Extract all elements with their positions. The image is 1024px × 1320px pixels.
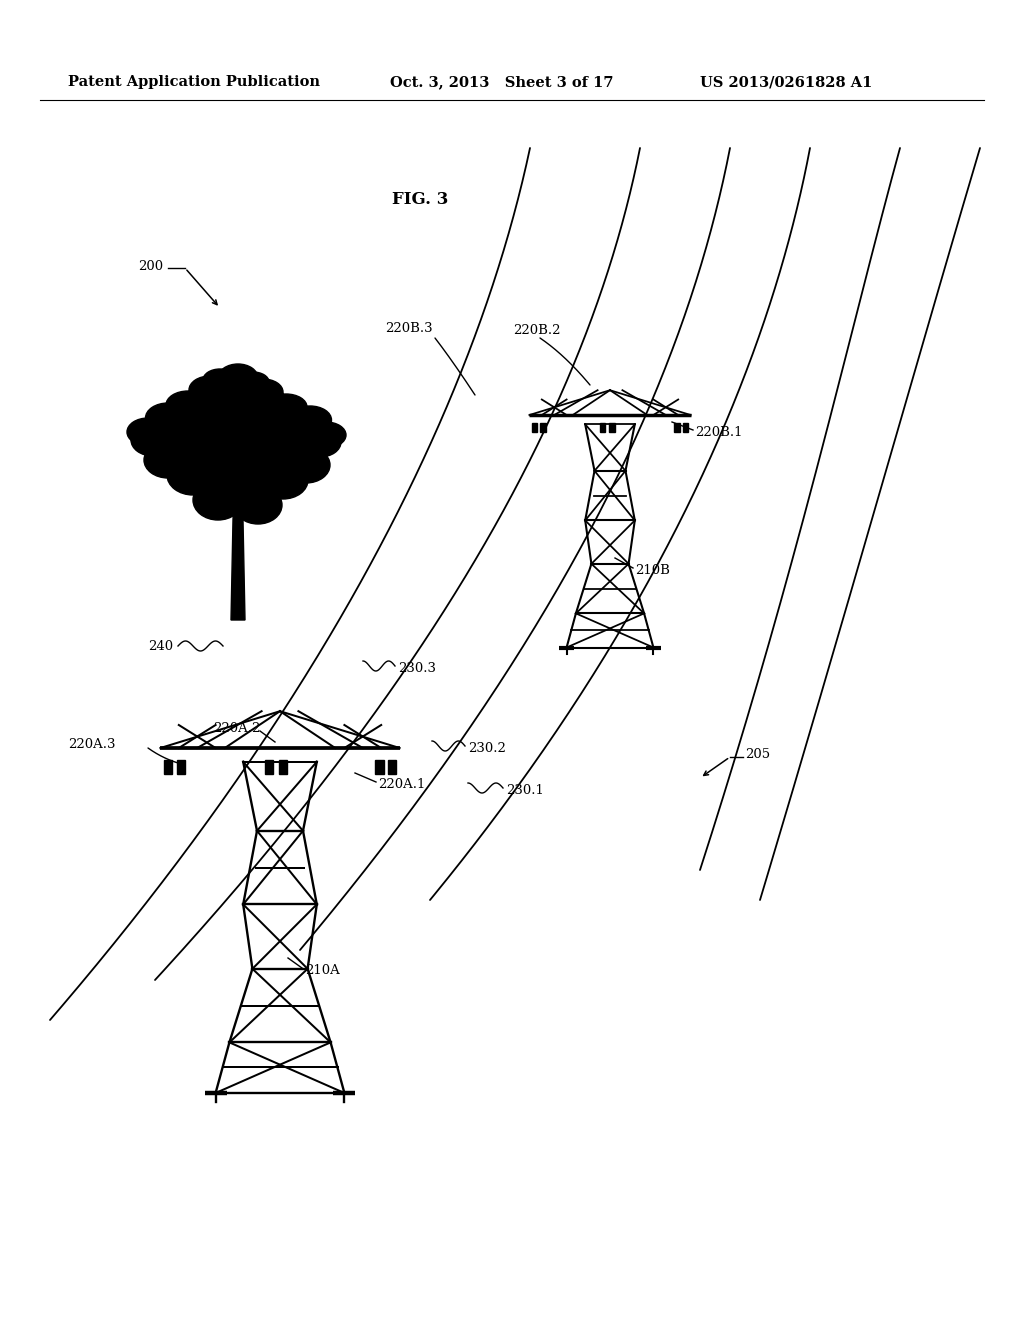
Ellipse shape — [148, 407, 198, 444]
Ellipse shape — [204, 411, 272, 459]
Ellipse shape — [144, 442, 193, 478]
Text: 220B.2: 220B.2 — [513, 323, 560, 337]
Polygon shape — [231, 459, 245, 620]
Text: 220B.3: 220B.3 — [385, 322, 432, 334]
Bar — [683, 422, 688, 433]
Ellipse shape — [274, 430, 322, 466]
Text: 205: 205 — [745, 748, 770, 762]
Text: 230.1: 230.1 — [506, 784, 544, 796]
Ellipse shape — [196, 392, 260, 437]
Text: Patent Application Publication: Patent Application Publication — [68, 75, 319, 88]
Ellipse shape — [180, 429, 236, 471]
Text: 220A.3: 220A.3 — [68, 738, 116, 751]
Text: 220A.1: 220A.1 — [378, 777, 425, 791]
Ellipse shape — [282, 447, 330, 483]
Ellipse shape — [306, 422, 346, 447]
Ellipse shape — [258, 461, 308, 499]
Bar — [388, 759, 396, 774]
Ellipse shape — [187, 380, 239, 416]
Ellipse shape — [174, 407, 232, 450]
Bar — [531, 422, 538, 433]
Ellipse shape — [171, 393, 225, 432]
Text: US 2013/0261828 A1: US 2013/0261828 A1 — [700, 75, 872, 88]
Ellipse shape — [289, 407, 332, 434]
Bar — [541, 422, 546, 433]
Ellipse shape — [203, 370, 237, 391]
Bar — [674, 422, 680, 433]
Ellipse shape — [245, 409, 301, 451]
Ellipse shape — [208, 371, 258, 405]
Text: 200: 200 — [138, 260, 163, 272]
Bar — [265, 759, 273, 774]
Ellipse shape — [265, 393, 307, 420]
Ellipse shape — [234, 383, 285, 417]
Ellipse shape — [218, 364, 258, 392]
Text: 220B.1: 220B.1 — [695, 425, 742, 438]
Ellipse shape — [243, 379, 283, 405]
Bar — [279, 759, 287, 774]
Ellipse shape — [241, 432, 295, 473]
Ellipse shape — [223, 397, 283, 440]
Text: 230.3: 230.3 — [398, 661, 436, 675]
Ellipse shape — [299, 426, 341, 457]
Ellipse shape — [234, 486, 282, 524]
Ellipse shape — [166, 391, 210, 418]
Ellipse shape — [153, 426, 203, 463]
Ellipse shape — [211, 467, 265, 512]
Bar — [164, 759, 172, 774]
Text: 220A.2: 220A.2 — [213, 722, 260, 734]
Text: 210B: 210B — [635, 564, 670, 577]
Bar — [600, 422, 605, 433]
Bar — [375, 759, 384, 774]
Ellipse shape — [257, 397, 309, 433]
Text: 230.2: 230.2 — [468, 742, 506, 755]
Bar — [176, 759, 184, 774]
Ellipse shape — [189, 376, 231, 404]
Text: FIG. 3: FIG. 3 — [392, 191, 449, 209]
Ellipse shape — [193, 480, 243, 520]
Text: 210A: 210A — [305, 964, 340, 977]
Ellipse shape — [145, 403, 190, 433]
Ellipse shape — [131, 424, 175, 455]
Ellipse shape — [237, 372, 269, 392]
Ellipse shape — [167, 455, 219, 495]
Bar — [609, 422, 614, 433]
Text: 240: 240 — [148, 639, 173, 652]
Text: Oct. 3, 2013   Sheet 3 of 17: Oct. 3, 2013 Sheet 3 of 17 — [390, 75, 613, 88]
Ellipse shape — [276, 411, 324, 444]
Ellipse shape — [206, 436, 270, 484]
Ellipse shape — [127, 418, 169, 446]
Ellipse shape — [208, 379, 268, 421]
